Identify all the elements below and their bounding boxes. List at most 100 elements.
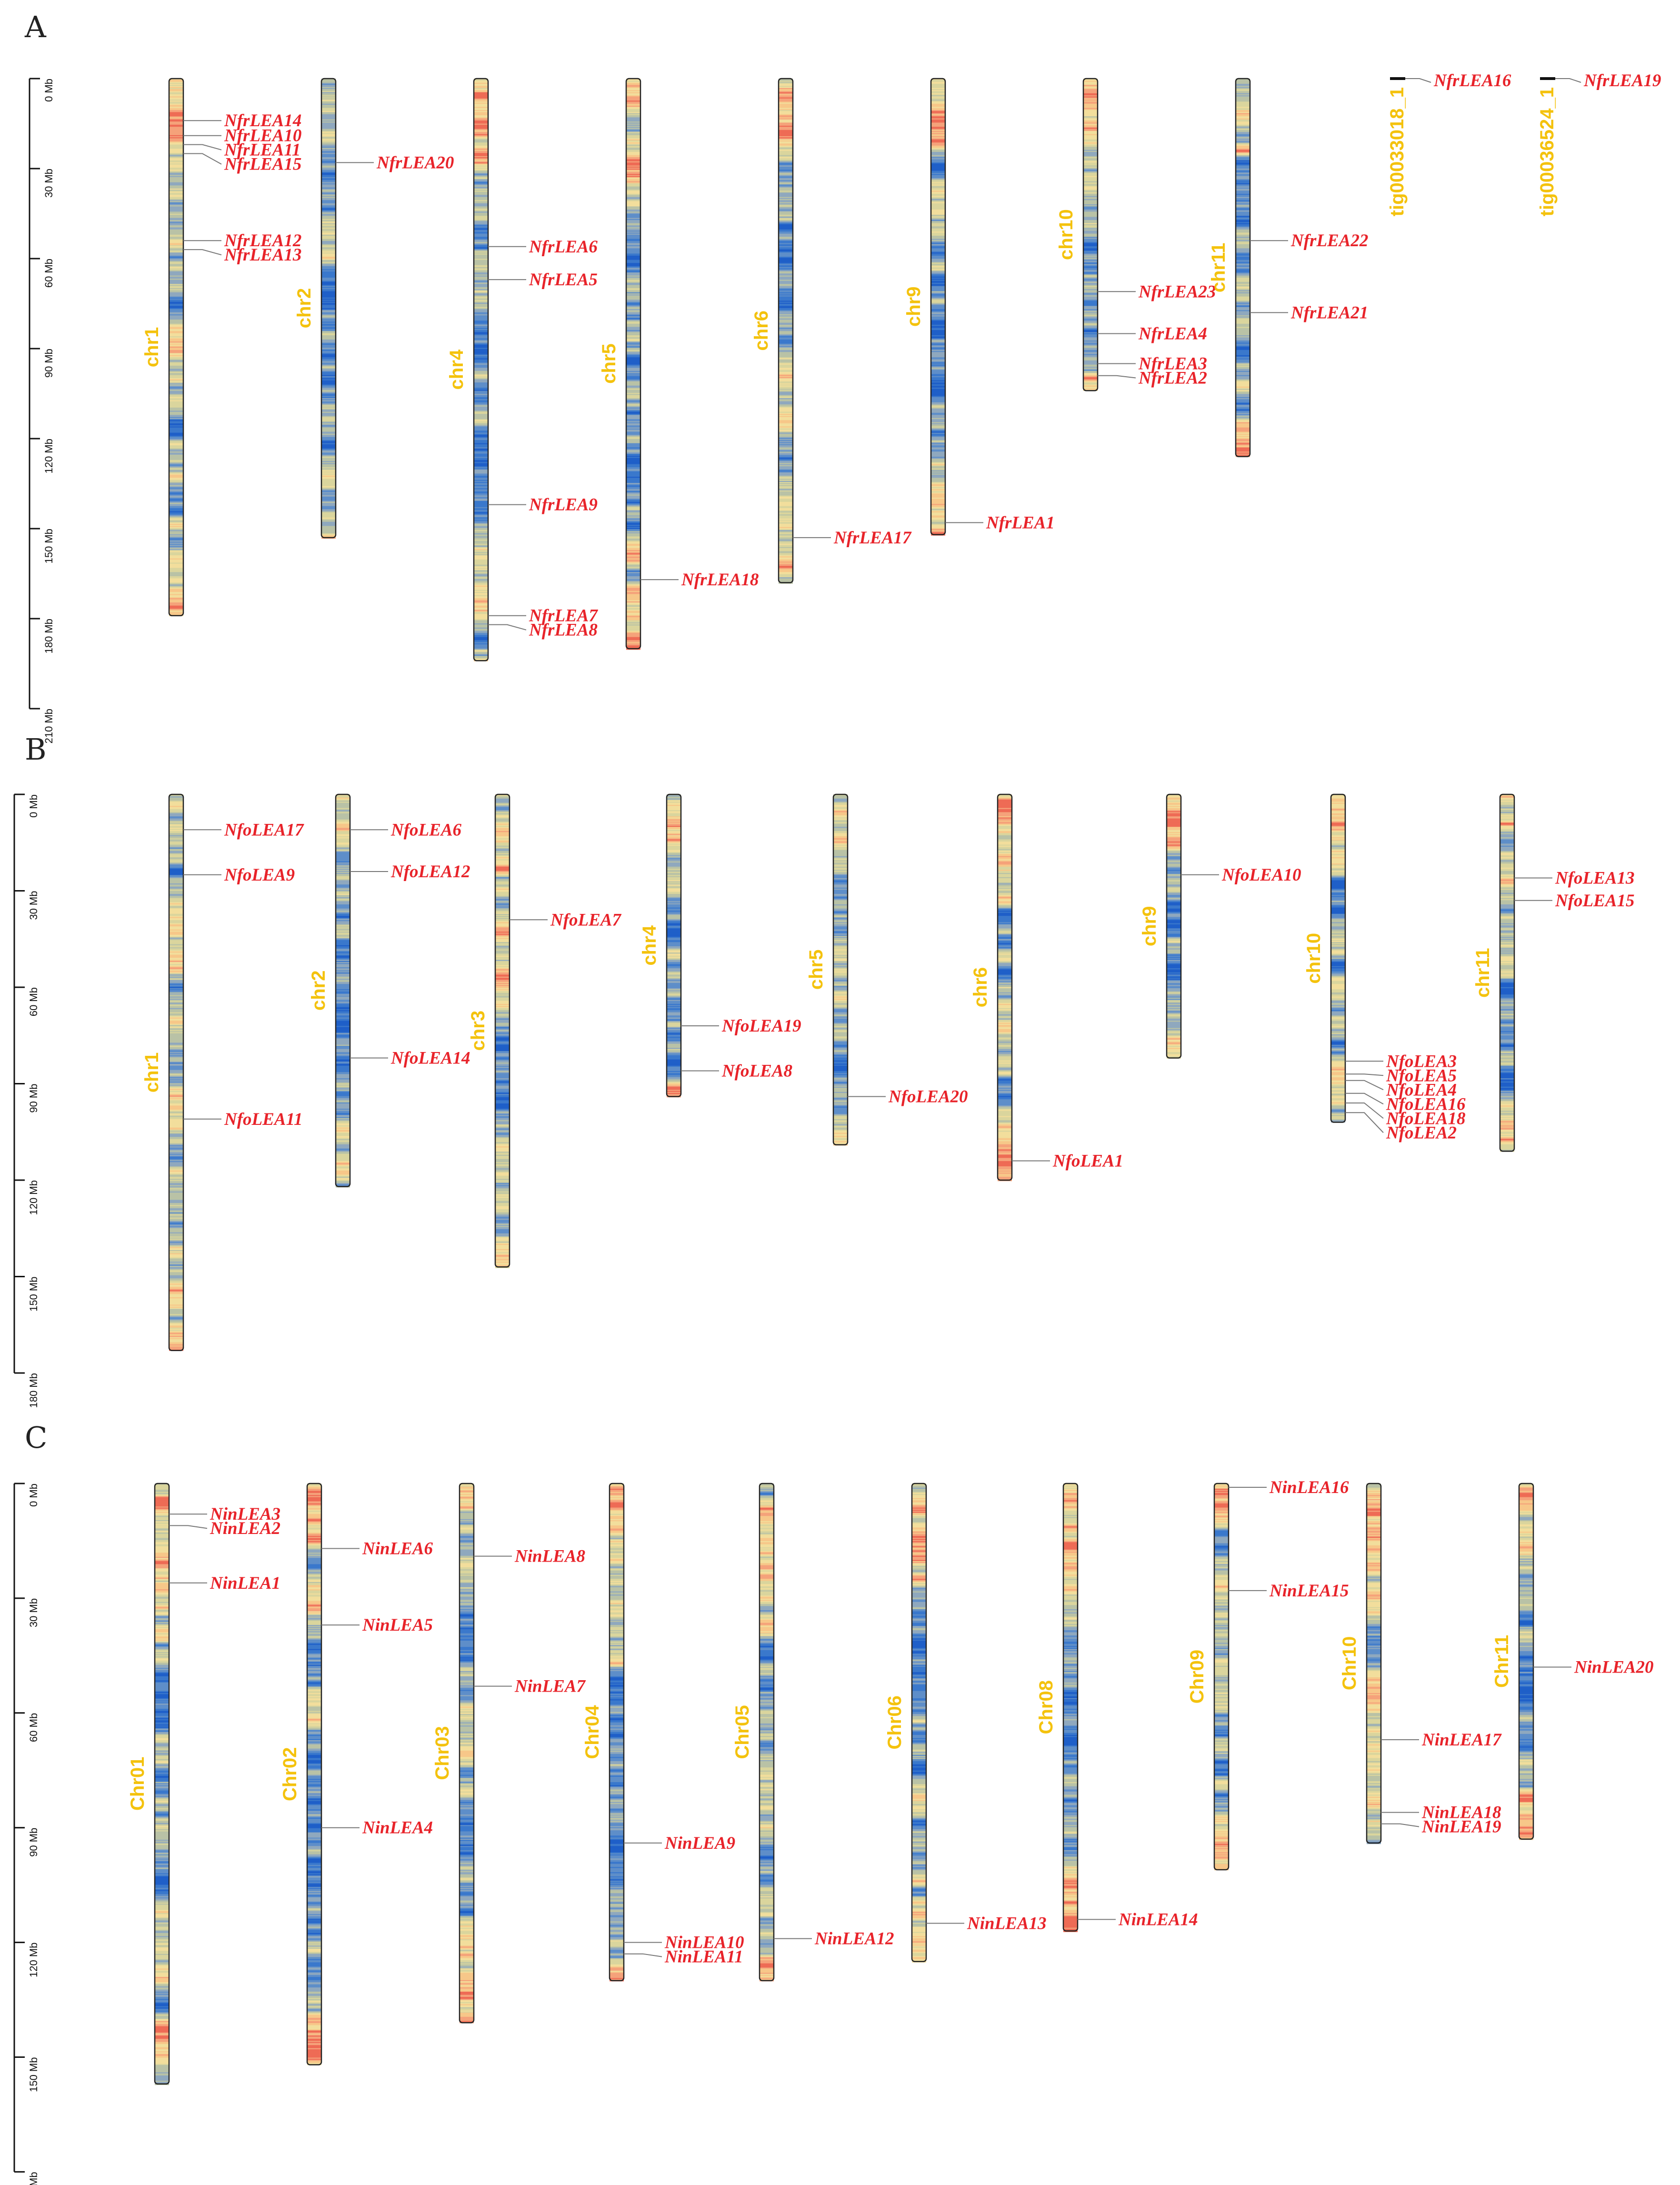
density-band — [169, 486, 183, 488]
density-band — [1236, 288, 1250, 290]
density-band — [1236, 181, 1250, 183]
density-band — [626, 430, 640, 431]
density-band — [1083, 272, 1098, 274]
density-band — [495, 894, 510, 895]
density-band — [626, 524, 640, 525]
density-band — [474, 512, 488, 514]
density-band — [1083, 241, 1098, 242]
density-band — [169, 1250, 183, 1252]
density-band — [336, 876, 350, 878]
density-band — [626, 372, 640, 373]
density-band — [1083, 106, 1098, 107]
density-band — [169, 1342, 183, 1344]
density-band — [931, 384, 945, 386]
density-band — [1236, 451, 1250, 453]
density-band — [169, 933, 183, 935]
density-band — [169, 323, 183, 325]
density-band — [321, 127, 336, 128]
density-band — [336, 1055, 350, 1057]
density-band — [169, 1165, 183, 1167]
density-band — [169, 162, 183, 164]
density-band — [474, 368, 488, 369]
density-band — [321, 405, 336, 407]
density-band — [779, 147, 793, 148]
density-band — [474, 525, 488, 526]
density-band — [321, 467, 336, 469]
density-band — [626, 100, 640, 101]
density-band — [169, 212, 183, 214]
density-band — [1236, 95, 1250, 97]
density-band — [779, 318, 793, 320]
density-band — [336, 921, 350, 922]
density-band — [169, 116, 183, 118]
density-band — [626, 511, 640, 513]
density-band — [931, 527, 945, 529]
density-band — [931, 241, 945, 242]
density-band — [474, 574, 488, 576]
density-band — [474, 210, 488, 212]
density-band — [1236, 88, 1250, 90]
density-band — [779, 211, 793, 213]
density-band — [321, 341, 336, 343]
density-band — [779, 567, 793, 568]
density-band — [336, 806, 350, 807]
density-band — [169, 1273, 183, 1274]
density-band — [1236, 173, 1250, 174]
density-band — [169, 489, 183, 491]
density-band — [169, 1332, 183, 1333]
density-band — [336, 991, 350, 993]
density-band — [779, 461, 793, 462]
density-band — [1083, 85, 1098, 86]
density-band — [169, 1141, 183, 1143]
density-band — [1236, 291, 1250, 293]
density-band — [474, 484, 488, 485]
density-band — [626, 173, 640, 174]
density-band — [474, 198, 488, 200]
density-band — [495, 993, 510, 995]
density-band — [336, 905, 350, 907]
density-band — [1083, 364, 1098, 366]
density-band — [931, 246, 945, 248]
density-band — [321, 527, 336, 529]
density-band — [626, 393, 640, 394]
density-band — [169, 276, 183, 278]
density-band — [779, 247, 793, 249]
density-band — [336, 1135, 350, 1136]
density-band — [169, 492, 183, 494]
density-band — [779, 177, 793, 179]
density-band — [474, 291, 488, 293]
density-band — [495, 808, 510, 810]
density-band — [336, 1127, 350, 1129]
density-band — [1083, 338, 1098, 340]
density-band — [626, 469, 640, 471]
density-band — [1083, 231, 1098, 232]
density-band — [779, 92, 793, 94]
density-band — [474, 499, 488, 500]
density-band — [626, 305, 640, 306]
density-band — [931, 519, 945, 520]
density-band — [626, 285, 640, 286]
density-band — [626, 634, 640, 635]
density-band — [321, 201, 336, 202]
density-band — [321, 384, 336, 386]
density-band — [495, 877, 510, 879]
density-band — [495, 952, 510, 953]
density-band — [336, 807, 350, 808]
density-band — [931, 299, 945, 300]
density-band — [169, 368, 183, 369]
density-band — [474, 482, 488, 483]
density-band — [779, 405, 793, 407]
density-band — [169, 953, 183, 955]
density-band — [336, 1173, 350, 1175]
density-band — [169, 1227, 183, 1229]
density-band — [169, 596, 183, 598]
density-band — [169, 1064, 183, 1066]
density-band — [169, 114, 183, 116]
density-band — [336, 1151, 350, 1152]
density-band — [321, 133, 336, 134]
density-band — [169, 140, 183, 142]
density-band — [336, 971, 350, 973]
density-band — [169, 153, 183, 154]
density-band — [779, 385, 793, 387]
density-band — [779, 107, 793, 108]
